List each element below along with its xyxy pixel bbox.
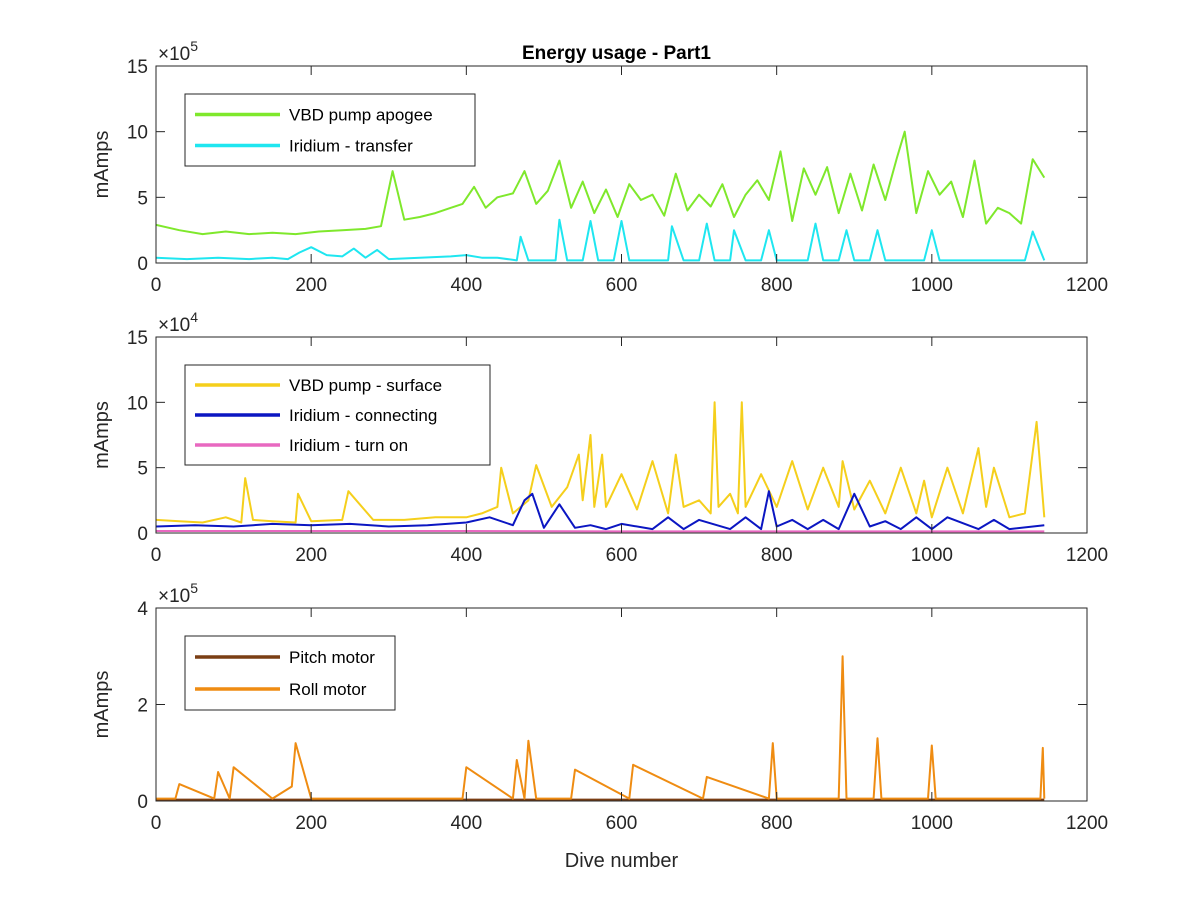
x-tick-label: 1000 bbox=[911, 813, 953, 834]
y-tick-label: 10 bbox=[127, 393, 148, 414]
series-line-2 bbox=[156, 655, 1046, 800]
x-tick-label: 1200 bbox=[1066, 545, 1108, 566]
subplot-3: 0 200 400 600 800 1000 1200 0 2 4 ×105 mAmps Dive nu… bbox=[91, 580, 1108, 872]
legend-label: Pitch motor bbox=[289, 648, 375, 667]
x-tick-label: 400 bbox=[450, 813, 482, 834]
y-tick-label: 5 bbox=[137, 188, 148, 209]
y-axis-label: mAmps bbox=[91, 671, 113, 739]
y-exponent-power: 5 bbox=[190, 38, 198, 54]
subplot-2: 0 200 400 600 800 1000 1200 0 5 10 15 ×104 mAmps VBD … bbox=[91, 309, 1108, 566]
y-tick-label: 4 bbox=[137, 599, 148, 620]
y-exponent-power: 4 bbox=[190, 309, 198, 325]
legend-label: Iridium - connecting bbox=[289, 406, 437, 425]
x-tick-label: 200 bbox=[295, 275, 327, 296]
subplot-1: 0 200 400 600 800 1000 1200051015×105mAmpsEner… bbox=[91, 38, 1108, 296]
x-tick-label: 1200 bbox=[1066, 813, 1108, 834]
y-tick-label: 5 bbox=[137, 459, 148, 480]
x-tick-label: 600 bbox=[606, 545, 638, 566]
y-axis-label: mAmps bbox=[91, 401, 113, 469]
y-tick-label: 2 bbox=[137, 696, 148, 717]
legend-box bbox=[184, 635, 396, 711]
y-exponent-base: ×10 bbox=[158, 586, 190, 607]
legend-label: Iridium - transfer bbox=[289, 137, 413, 156]
x-tick-label: 400 bbox=[450, 545, 482, 566]
y-exponent-base: ×10 bbox=[158, 44, 190, 65]
x-tick-label: 200 bbox=[295, 545, 327, 566]
y-exponent-base: ×10 bbox=[158, 315, 190, 336]
series-line-2 bbox=[156, 490, 1045, 531]
y-tick-label: 10 bbox=[127, 123, 148, 144]
x-tick-label: 800 bbox=[761, 813, 793, 834]
y-tick-label: 15 bbox=[127, 328, 148, 349]
x-tick-label: 200 bbox=[295, 813, 327, 834]
series-line-1 bbox=[156, 130, 1046, 236]
legend-label: VBD pump apogee bbox=[289, 106, 433, 125]
chart-title: Energy usage - Part1 bbox=[522, 43, 711, 64]
x-tick-label: 0 bbox=[151, 545, 162, 566]
y-axis-label: mAmps bbox=[91, 131, 113, 199]
x-tick-label: 400 bbox=[450, 275, 482, 296]
x-tick-label: 800 bbox=[761, 275, 793, 296]
x-tick-label: 600 bbox=[606, 813, 638, 834]
y-tick-label: 0 bbox=[137, 254, 148, 275]
y-tick-label: 0 bbox=[137, 792, 148, 813]
y-tick-label: 0 bbox=[137, 524, 148, 545]
legend-label: Iridium - turn on bbox=[289, 436, 408, 455]
legend-label: VBD pump - surface bbox=[289, 376, 442, 395]
x-tick-label: 0 bbox=[151, 275, 162, 296]
legend: VBD pump apogee Iridium - transfer bbox=[184, 93, 476, 167]
x-tick-label: 1000 bbox=[911, 545, 953, 566]
x-tick-label: 1000 bbox=[911, 275, 953, 296]
y-exponent-label: ×105 bbox=[158, 38, 198, 65]
x-tick-label: 800 bbox=[761, 545, 793, 566]
legend: Pitch motor Roll motor bbox=[184, 635, 396, 711]
x-tick-label: 0 bbox=[151, 813, 162, 834]
legend: VBD pump - surface Iridium - connecting Ir… bbox=[184, 364, 491, 466]
legend-label: Roll motor bbox=[289, 680, 367, 699]
series-line-1 bbox=[156, 401, 1046, 524]
legend-box bbox=[184, 93, 476, 167]
y-exponent-power: 5 bbox=[190, 580, 198, 596]
x-axis-label: Dive number bbox=[565, 850, 679, 872]
series-line-2 bbox=[156, 218, 1046, 262]
y-tick-label: 15 bbox=[127, 57, 148, 78]
y-exponent-label: ×105 bbox=[158, 580, 198, 607]
y-exponent-label: ×104 bbox=[158, 309, 198, 336]
x-tick-label: 1200 bbox=[1066, 275, 1108, 296]
x-tick-label: 600 bbox=[606, 275, 638, 296]
